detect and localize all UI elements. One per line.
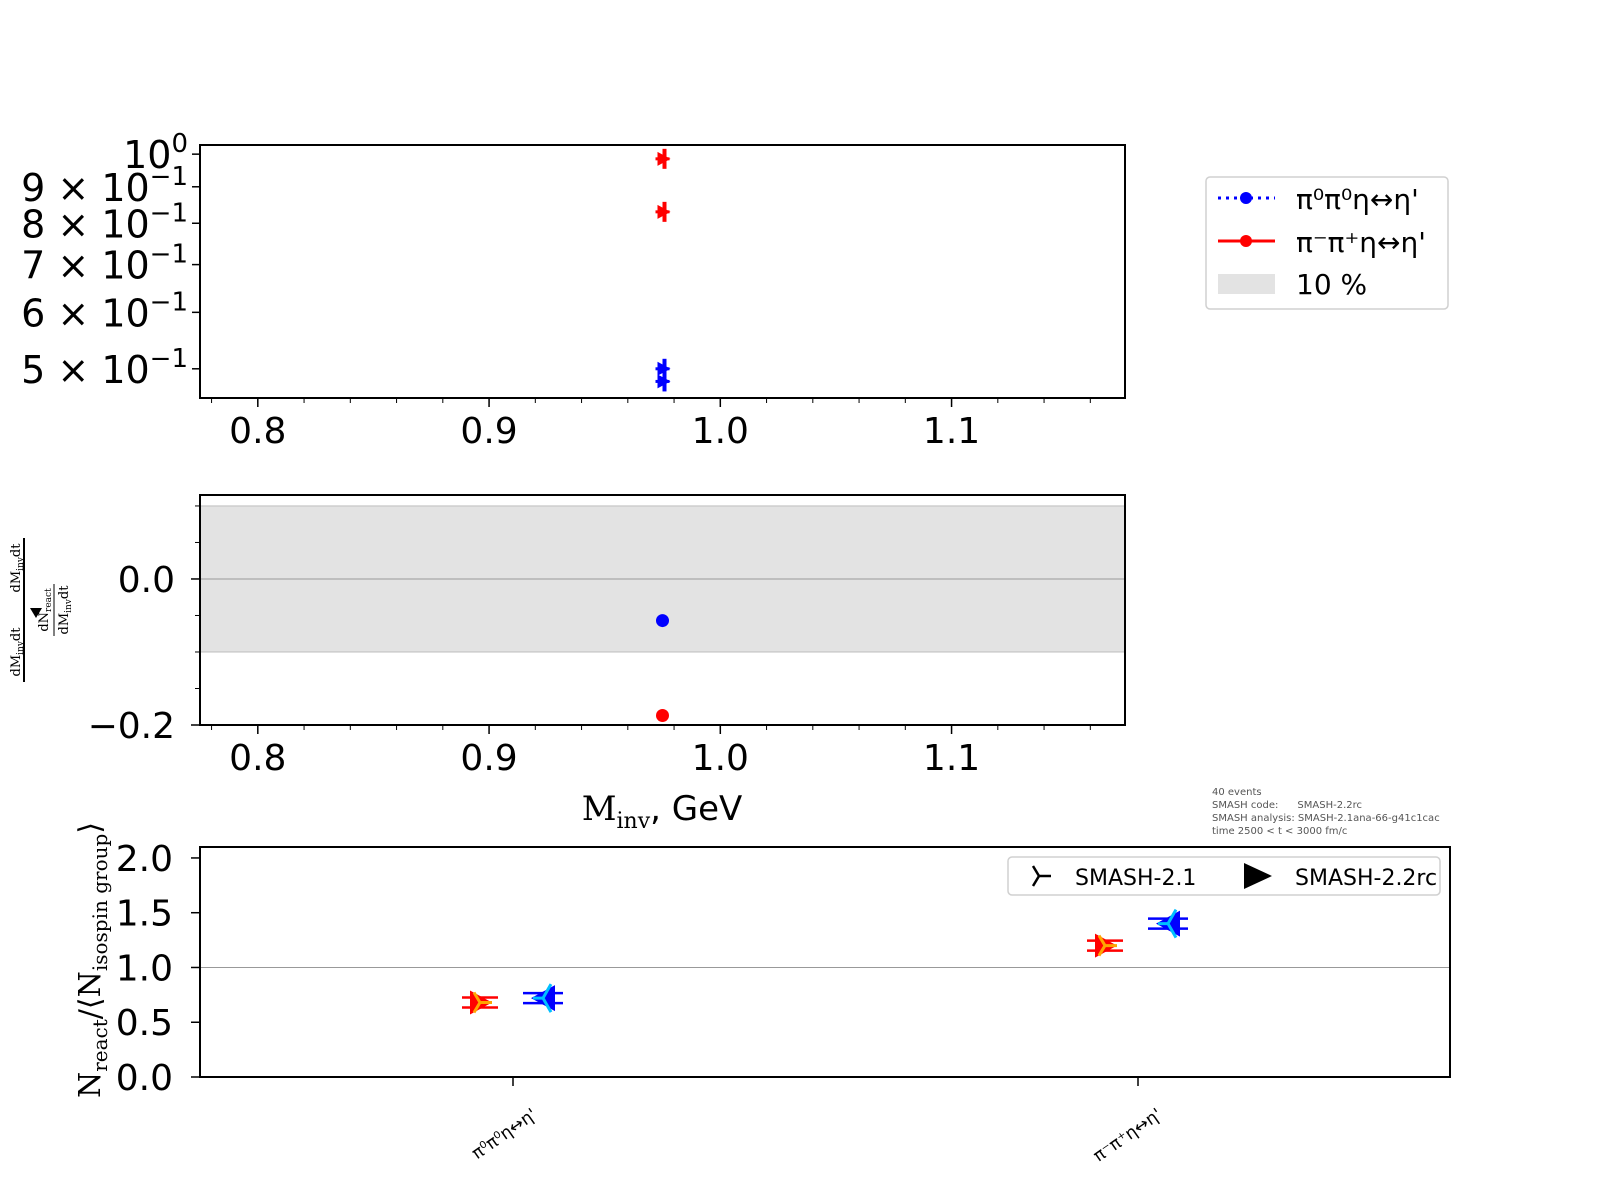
top-x-tick-label: 1.0 <box>692 411 749 452</box>
legend-label-charged: π⁻π⁺η↔η' <box>1296 226 1426 259</box>
legend-marker-charged <box>1240 235 1252 247</box>
bottom-x-axis: π⁰π⁰η↔η' π⁻π⁺η↔η' <box>468 1077 1166 1166</box>
middle-x-tick-label: 0.8 <box>229 738 286 779</box>
middle-x-tick-label: 1.1 <box>923 738 980 779</box>
legend-patch-band <box>1218 274 1275 294</box>
legend-label-smash22rc: SMASH-2.2rc <box>1295 866 1437 891</box>
top-data-point <box>657 361 671 376</box>
middle-x-axis-label: Minv, GeV <box>582 789 743 834</box>
xlabel-sub: inv <box>617 809 651 834</box>
middle-y-tick-label: 0.0 <box>118 560 175 601</box>
top-data-points <box>655 148 671 392</box>
ylabel-mid-num: dNreact <box>37 588 54 632</box>
bottom-y-tick-label: 1.0 <box>116 948 173 989</box>
top-data-point <box>657 374 671 389</box>
bottom-tri-marker-smash21 <box>472 991 492 1014</box>
bottom-y-axis-label: Nreact/⟨Nisospin group⟩ <box>73 822 112 1098</box>
bottom-plot-frame <box>199 846 1451 1078</box>
bottom-y-tick-label: 2.0 <box>116 839 173 880</box>
bottom-y-tick-label: 1.5 <box>116 894 173 935</box>
info-text: 40 events SMASH code: SMASH-2.2rc SMASH … <box>1212 787 1440 837</box>
middle-x-axis: 0.8 0.9 1.0 1.1 <box>211 725 1091 779</box>
info-code: SMASH code: SMASH-2.2rc <box>1212 800 1362 811</box>
top-x-axis: 0.8 0.9 1.0 1.1 <box>211 398 1091 452</box>
top-plot-frame <box>199 144 1126 399</box>
bottom-y-tick-label: 0.0 <box>116 1058 173 1099</box>
bottom-tri-marker-smash22rc <box>1158 908 1178 939</box>
ylabel-left-num: dMinvdt <box>9 627 26 677</box>
top-x-tick-label: 0.8 <box>229 411 286 452</box>
bottom-y-axis: 0.0 0.5 1.0 1.5 2.0 <box>116 839 200 1099</box>
top-y-tick-label: 8 × 10−1 <box>21 198 188 246</box>
middle-data-point <box>656 614 669 628</box>
middle-plot-frame <box>199 494 1126 726</box>
info-analysis: SMASH analysis: SMASH-2.1ana-66-g41c1cac <box>1212 813 1440 824</box>
middle-x-tick-label: 0.9 <box>460 738 517 779</box>
top-y-tick-label: 6 × 10−1 <box>21 287 188 335</box>
legend-label-neutral: π⁰π⁰η↔η' <box>1296 183 1419 216</box>
legend-label-smash21: SMASH-2.1 <box>1075 866 1196 891</box>
top-x-tick-label: 1.1 <box>923 411 980 452</box>
middle-y-tick-label: −0.2 <box>88 706 175 747</box>
bottom-legend-frame <box>1007 856 1441 896</box>
middle-data-point <box>656 709 669 723</box>
middle-x-tick-label: 1.0 <box>692 738 749 779</box>
top-x-tick-label: 0.9 <box>460 411 517 452</box>
top-y-tick-label: 100 <box>123 129 188 177</box>
bottom-tri-marker-smash21 <box>1097 934 1117 957</box>
bottom-panel: 0.0 0.5 1.0 1.5 2.0 π⁰π⁰η↔η' π⁻π⁺η↔η' Nreact/… <box>73 822 1451 1166</box>
bottom-data-points <box>462 908 1188 1015</box>
middle-y-axis: 0.0 −0.2 <box>88 505 200 747</box>
middle-y-axis-label: dMinvdt dMinvdt dNreact dMinvdt <box>9 538 74 682</box>
middle-panel: 0.8 0.9 1.0 1.1 0.0 −0.2 Minv, GeV dMinvdt d… <box>9 494 1126 834</box>
legend-triangle-marker-icon <box>1244 863 1272 889</box>
ylabel-right-num: dMinvdt <box>9 543 26 593</box>
bottom-tri-marker-smash22rc <box>533 983 553 1013</box>
top-y-tick-label: 7 × 10−1 <box>21 240 188 288</box>
xlabel-rest: , GeV <box>650 789 742 829</box>
info-events: 40 events <box>1212 787 1262 798</box>
top-data-point <box>657 151 671 166</box>
xlabel-main: M <box>582 789 617 829</box>
bottom-legend: SMASH-2.1 SMASH-2.2rc <box>1007 856 1441 896</box>
legend-marker-neutral <box>1240 192 1252 204</box>
top-y-tick-label: 9 × 10−1 <box>21 162 188 210</box>
ylabel-mid-den: dMinvdt <box>57 585 74 635</box>
legend-label-band: 10 % <box>1296 268 1367 301</box>
info-time: time 2500 < t < 3000 fm/c <box>1212 826 1347 837</box>
middle-data-points <box>656 614 669 723</box>
bottom-x-tick-label: π⁻π⁺η↔η' <box>1090 1105 1166 1167</box>
bottom-x-tick-label: π⁰π⁰η↔η' <box>468 1105 541 1164</box>
top-legend: π⁰π⁰η↔η' π⁻π⁺η↔η' 10 % <box>1205 176 1449 310</box>
bottom-y-tick-label: 0.5 <box>116 1003 173 1044</box>
ylabel-arrow-glyph <box>30 608 42 618</box>
legend-tri-marker-icon <box>1031 865 1051 887</box>
top-y-tick-label: 5 × 10−1 <box>21 344 188 392</box>
top-data-point <box>657 204 671 219</box>
